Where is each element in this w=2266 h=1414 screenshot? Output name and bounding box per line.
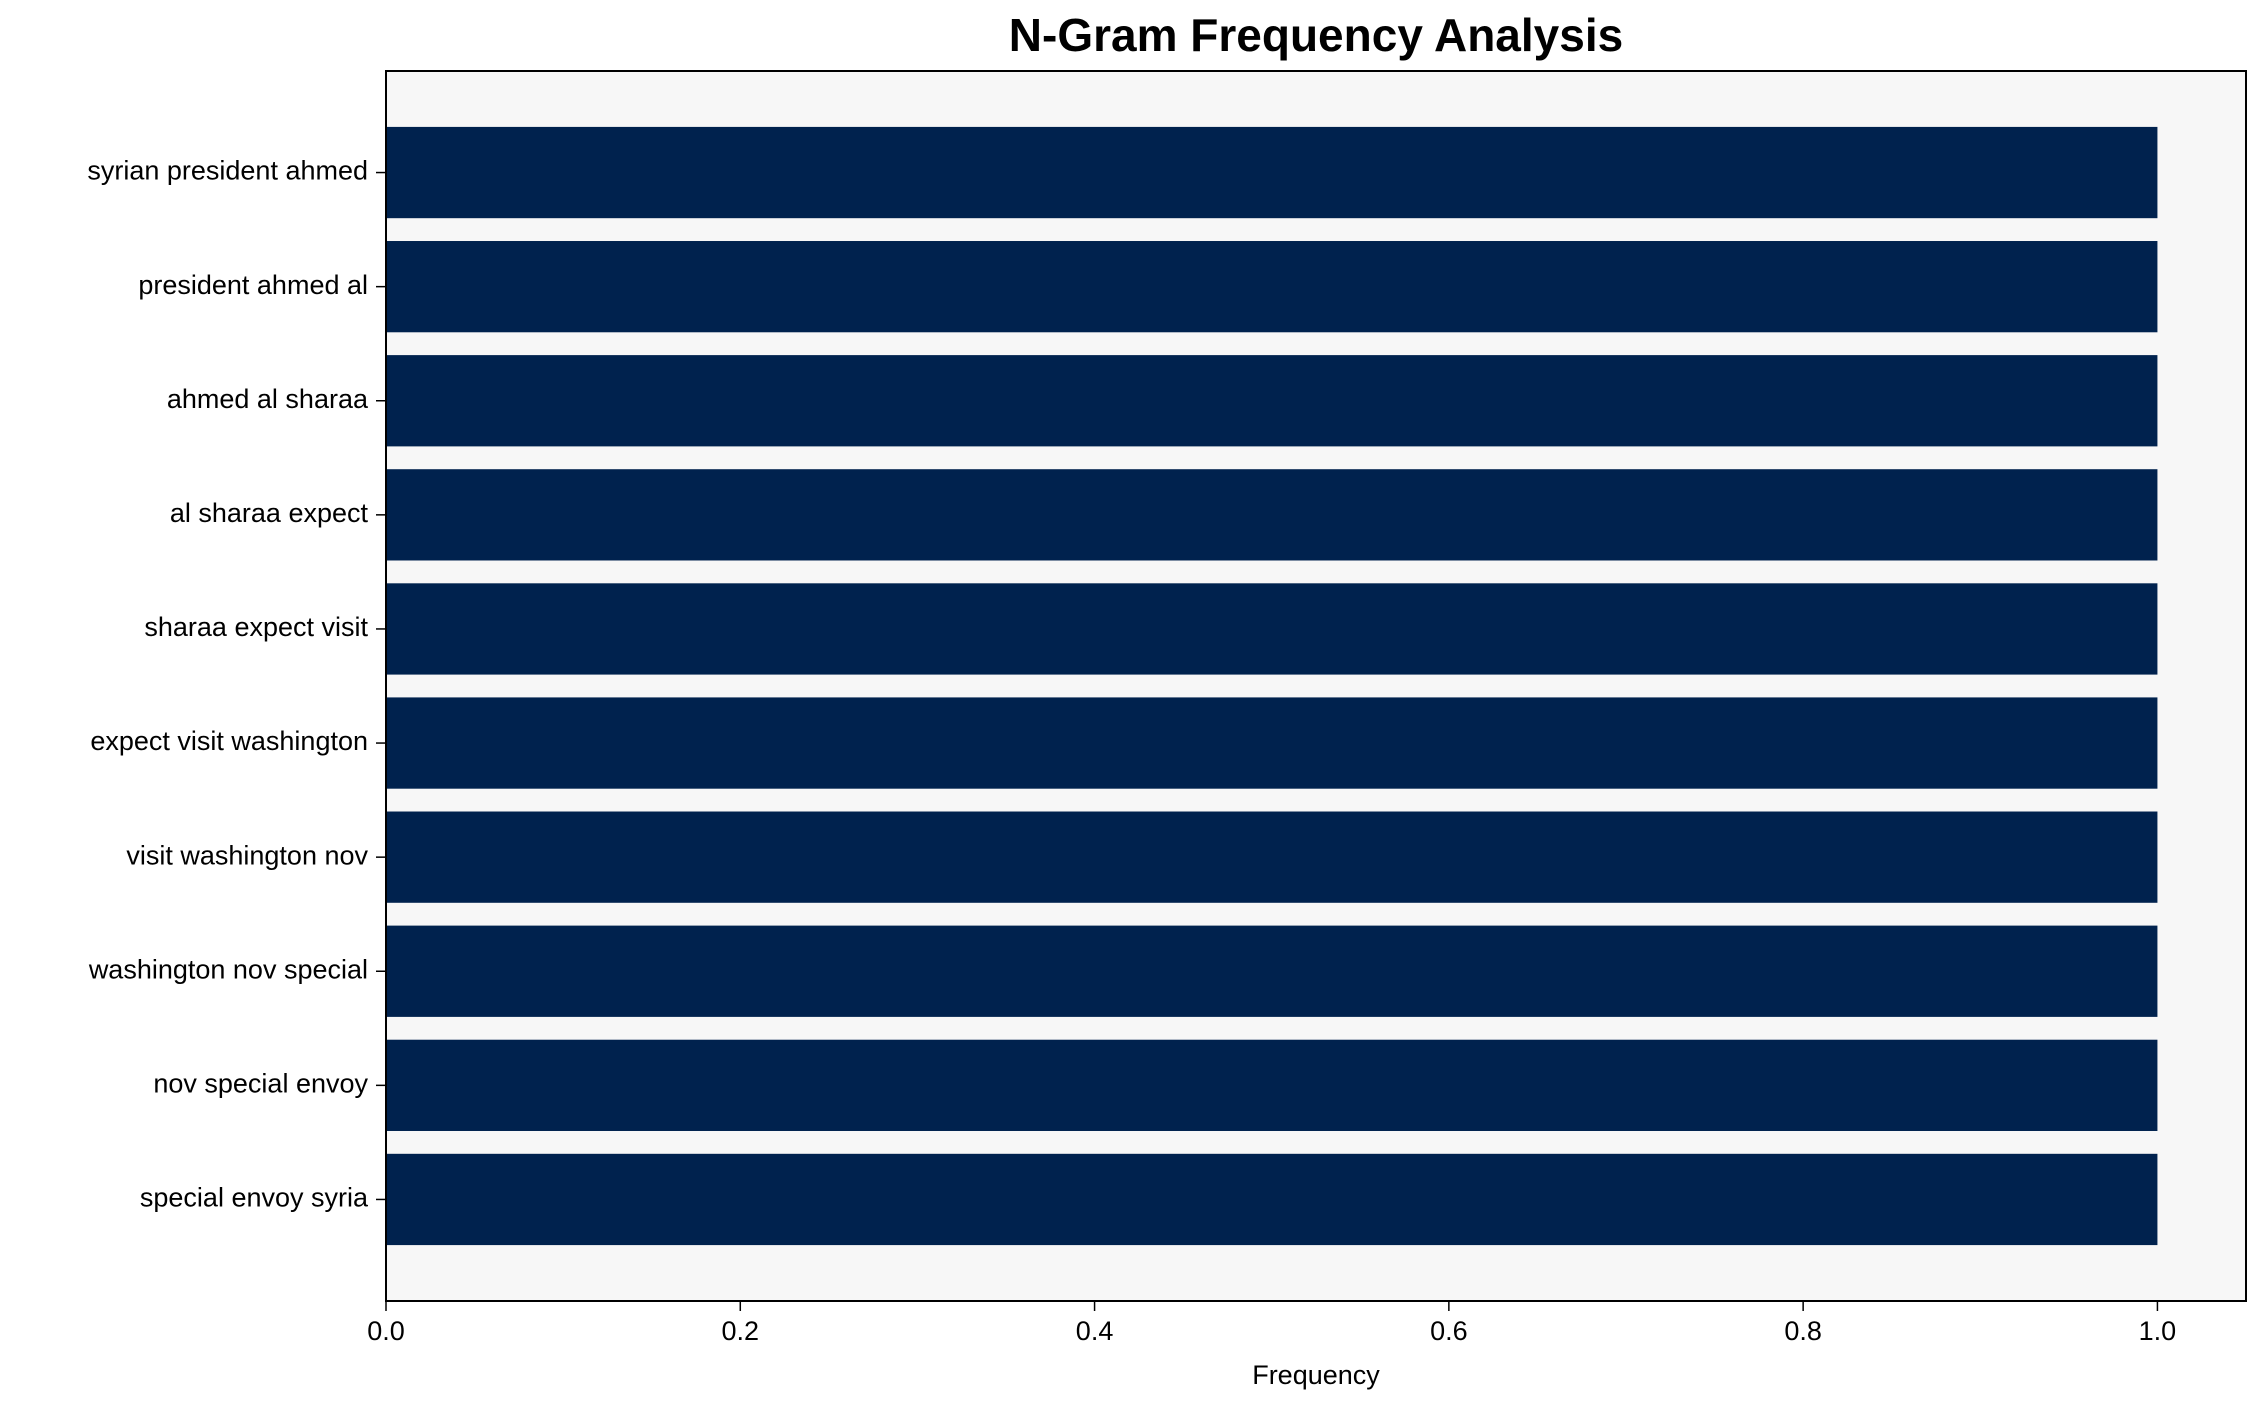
bar bbox=[386, 925, 2158, 1017]
y-tick-label: syrian president ahmed bbox=[87, 156, 368, 186]
y-tick-label: nov special envoy bbox=[153, 1068, 368, 1098]
x-tick-label: 0.8 bbox=[1784, 1316, 1822, 1346]
y-tick-label: sharaa expect visit bbox=[144, 612, 368, 642]
bar bbox=[386, 697, 2158, 789]
bar bbox=[386, 355, 2158, 447]
y-tick-label: ahmed al sharaa bbox=[167, 384, 369, 414]
y-tick-label: president ahmed al bbox=[138, 270, 368, 300]
x-tick-label: 0.0 bbox=[367, 1316, 405, 1346]
bar bbox=[386, 126, 2158, 219]
chart-title: N-Gram Frequency Analysis bbox=[1009, 9, 1623, 61]
y-tick-label: special envoy syria bbox=[140, 1183, 369, 1213]
x-tick-label: 0.6 bbox=[1430, 1316, 1468, 1346]
bar bbox=[386, 1039, 2158, 1131]
y-tick-label: washington nov special bbox=[88, 954, 368, 984]
x-tick-label: 0.2 bbox=[722, 1316, 760, 1346]
x-tick-label: 0.4 bbox=[1076, 1316, 1114, 1346]
y-tick-label: expect visit washington bbox=[90, 726, 368, 756]
x-tick-label: 1.0 bbox=[2139, 1316, 2177, 1346]
bar bbox=[386, 583, 2158, 675]
y-tick-label: visit washington nov bbox=[126, 840, 368, 870]
bar bbox=[386, 469, 2158, 561]
x-axis-label: Frequency bbox=[1252, 1360, 1380, 1390]
bar bbox=[386, 811, 2158, 903]
bar bbox=[386, 241, 2158, 333]
y-tick-label: al sharaa expect bbox=[170, 498, 369, 528]
bar bbox=[386, 1153, 2158, 1246]
plot-frame bbox=[385, 70, 2247, 1302]
